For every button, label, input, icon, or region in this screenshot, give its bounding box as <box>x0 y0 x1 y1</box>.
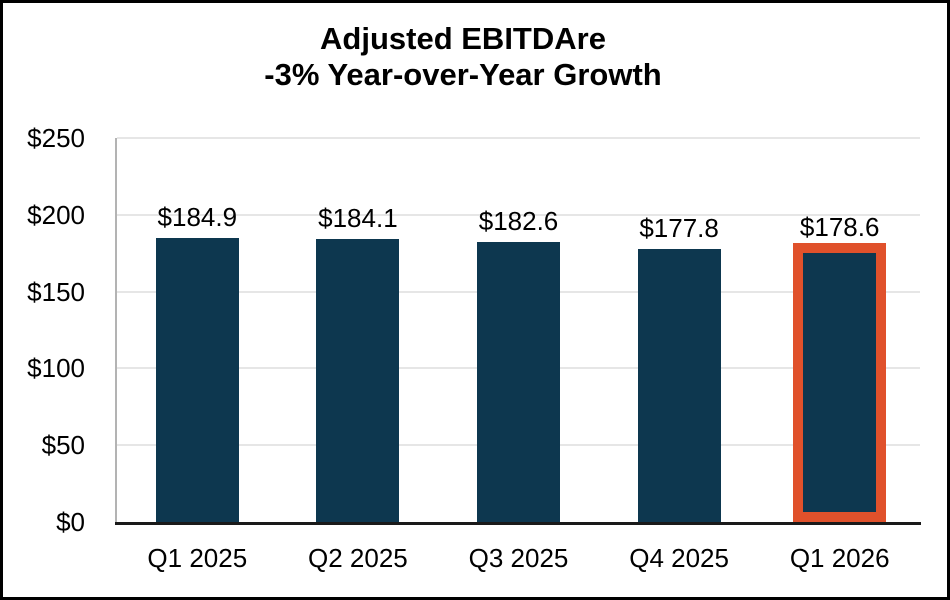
x-tick-label: Q4 2025 <box>629 543 729 573</box>
data-label: $184.9 <box>157 201 238 232</box>
bar <box>155 238 239 522</box>
chart-title-line-2: -3% Year-over-Year Growth <box>264 57 662 92</box>
y-tick-label: $50 <box>41 430 85 461</box>
plot-area <box>115 137 920 522</box>
bar-highlighted <box>793 242 887 522</box>
bar <box>637 248 721 522</box>
x-tick-label: Q1 2026 <box>789 543 890 573</box>
x-axis-baseline <box>115 522 921 525</box>
data-label: $178.6 <box>799 211 880 242</box>
y-tick-label: $0 <box>56 507 85 537</box>
bar <box>477 241 560 522</box>
data-label: $182.6 <box>478 205 559 236</box>
gridline <box>117 213 920 216</box>
y-tick-label: $200 <box>27 199 85 230</box>
y-tick-label: $150 <box>27 276 85 307</box>
bar <box>316 239 400 522</box>
x-tick-label: Q2 2025 <box>308 543 408 573</box>
y-tick-label: $100 <box>27 353 85 384</box>
chart-title-line-1: Adjusted EBITDAre <box>320 21 606 56</box>
data-label: $177.8 <box>639 212 719 243</box>
x-tick-label: Q1 2025 <box>147 543 248 573</box>
y-tick-label: $250 <box>27 123 85 153</box>
data-label: $184.1 <box>318 203 398 234</box>
y-axis-line <box>115 138 117 522</box>
x-tick-label: Q3 2025 <box>468 543 569 573</box>
chart-title: Adjusted EBITDAre -3% Year-over-Year Gro… <box>3 21 923 93</box>
gridline <box>117 137 920 139</box>
